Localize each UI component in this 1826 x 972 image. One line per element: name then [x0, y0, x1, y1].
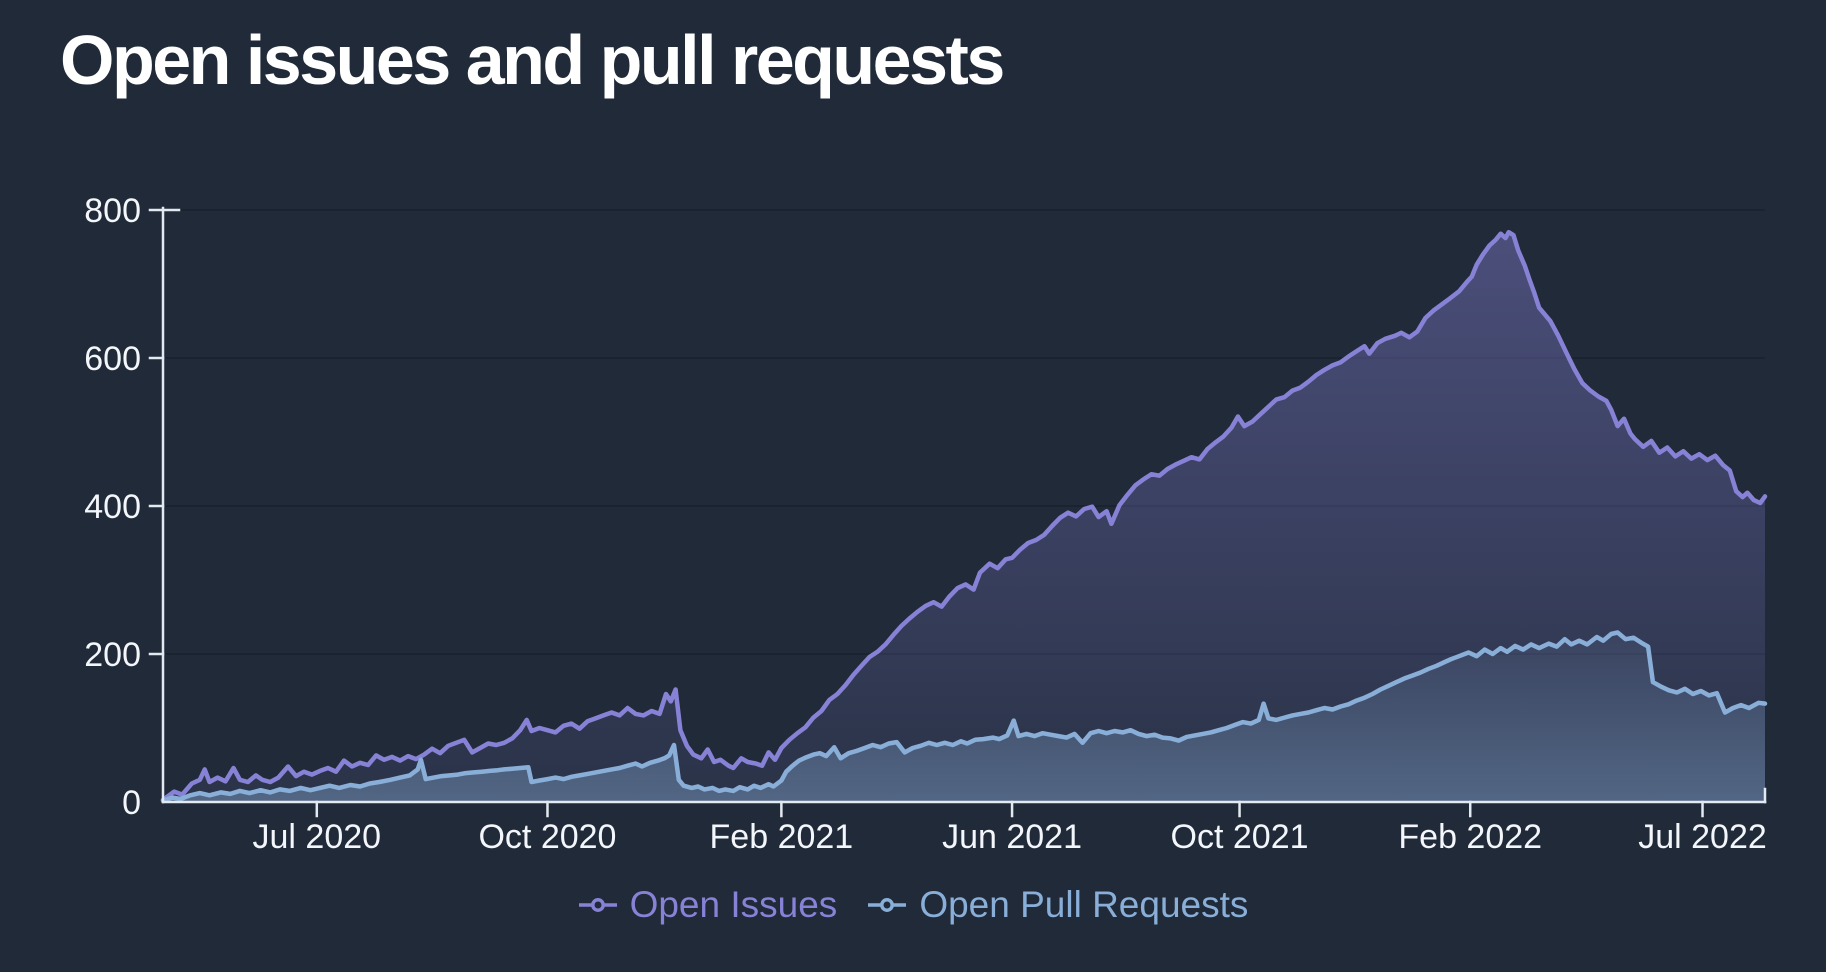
legend-line-marker-icon [578, 898, 617, 912]
axes [148, 206, 1767, 818]
legend-label: Open Pull Requests [919, 884, 1249, 925]
x-tick-label: Feb 2022 [1398, 818, 1542, 856]
y-tick-label: 0 [122, 784, 141, 822]
series-open-issues-area [163, 232, 1765, 802]
chart-legend: Open Issues Open Pull Requests [0, 884, 1826, 926]
y-tick-label: 800 [84, 192, 141, 230]
legend-item-open-pull-requests[interactable]: Open Pull Requests [867, 884, 1248, 926]
y-tick-label: 600 [84, 340, 141, 378]
series-open-pull-requests-line [160, 630, 1768, 803]
y-tick-label: 200 [84, 636, 141, 674]
x-tick-label: Jul 2020 [253, 818, 382, 856]
series-open-issues-line [160, 229, 1768, 803]
x-tick-label: Feb 2021 [710, 818, 854, 856]
x-tick-label: Jul 2022 [1638, 818, 1767, 856]
legend-item-open-issues[interactable]: Open Issues [578, 884, 838, 926]
y-tick-label: 400 [84, 488, 141, 526]
x-tick-label: Oct 2020 [478, 818, 616, 856]
x-tick-label: Jun 2021 [942, 818, 1082, 856]
x-tick-label: Oct 2021 [1171, 818, 1309, 856]
chart-title: Open issues and pull requests [60, 21, 1005, 99]
legend-line-marker-icon [868, 898, 907, 912]
legend-label: Open Issues [629, 884, 838, 925]
series-open-pull-requests-area [163, 632, 1765, 802]
